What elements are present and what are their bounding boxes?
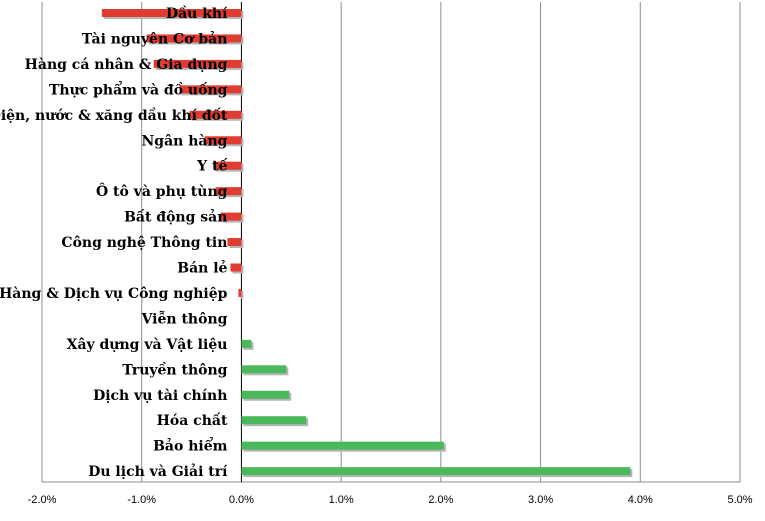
bar-10 — [227, 238, 242, 247]
bar-3 — [153, 59, 242, 68]
category-label: Thực phẩm và đồ uống — [49, 80, 228, 98]
x-tick-label: -2.0% — [28, 494, 57, 506]
bars — [101, 9, 633, 478]
bar-11 — [230, 263, 242, 272]
category-label: Truyền thông — [122, 361, 227, 378]
bar-18 — [241, 441, 444, 450]
bar-14 — [241, 339, 252, 348]
category-label: Ngân hàng — [141, 133, 227, 149]
category-label: Bất động sản — [124, 208, 227, 226]
x-tick-label: 0.0% — [229, 494, 254, 506]
bar-16 — [241, 390, 290, 399]
category-label: Hàng & Dịch vụ Công nghiệp — [0, 286, 228, 302]
x-tick-label: 1.0% — [329, 494, 354, 506]
x-tick-label: 5.0% — [727, 494, 752, 506]
x-tick-label: 3.0% — [528, 494, 553, 506]
category-label: Hóa chất — [157, 411, 228, 429]
category-label: Dịch vụ tài chính — [93, 388, 227, 404]
category-label: Dầu khí — [166, 5, 228, 22]
bar-12 — [238, 288, 242, 297]
gridlines — [141, 2, 641, 482]
bar-7 — [214, 161, 242, 170]
bar-shadow — [240, 290, 244, 299]
category-label: Viễn thông — [141, 309, 228, 327]
x-tick-label: -1.0% — [127, 494, 156, 506]
bar-1 — [101, 9, 242, 17]
category-label: Điện, nước & xăng dầu khí đốt — [0, 106, 228, 124]
bar-4 — [179, 85, 242, 94]
bar-2 — [146, 34, 242, 43]
bar-17 — [241, 416, 307, 425]
category-label: Ô tô và phụ tùng — [96, 182, 228, 200]
category-label: Công nghệ Thông tin — [61, 235, 227, 251]
category-label: Bảo hiểm — [153, 437, 228, 455]
bar-15 — [241, 365, 287, 374]
category-label: Du lịch và Giải trí — [88, 463, 228, 480]
x-tick-label: 4.0% — [628, 494, 653, 506]
category-label: Y tế — [196, 157, 227, 175]
category-label: Hàng cá nhân & Gia dụng — [25, 57, 228, 73]
category-label: Bán lẻ — [177, 260, 227, 277]
x-tick-label: 2.0% — [428, 494, 453, 506]
bar-6 — [204, 136, 242, 145]
bar-19 — [241, 467, 631, 476]
bar-5 — [189, 110, 242, 119]
category-label: Tài nguyên Cơ bản — [82, 30, 228, 47]
category-labels: Dầu khí Tài nguyên Cơ bản Hàng cá nhân & G… — [0, 5, 228, 480]
category-label: Xây dựng và Vật liệu — [67, 337, 228, 353]
bar-9 — [220, 212, 242, 221]
x-tick-labels: -2.0% -1.0% 0.0% 1.0% 2.0% 3.0% 4.0% 5.0% — [28, 494, 753, 506]
bar-8 — [215, 187, 242, 196]
